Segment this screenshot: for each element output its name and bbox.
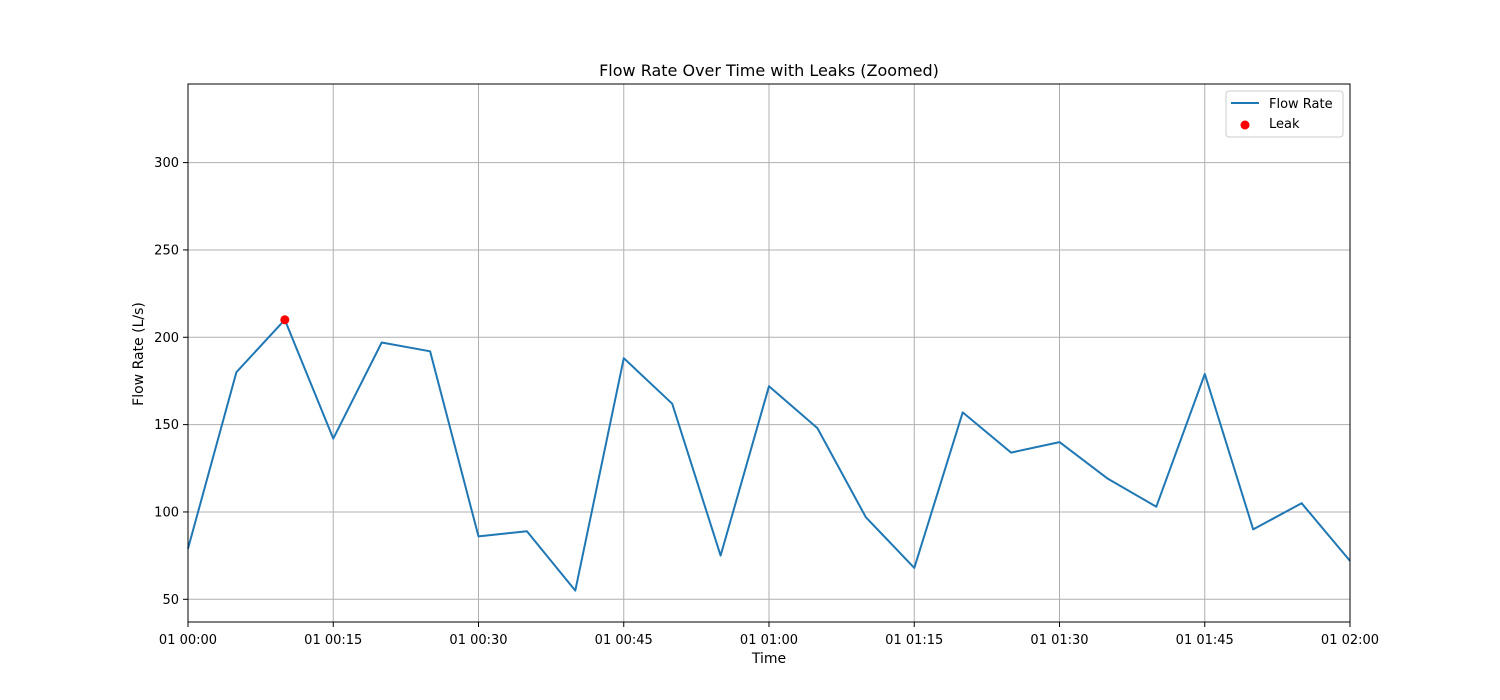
y-tick-label: 200 bbox=[154, 331, 179, 346]
x-axis-label: Time bbox=[751, 651, 786, 667]
chart-title: Flow Rate Over Time with Leaks (Zoomed) bbox=[599, 61, 939, 80]
legend-leak-label: Leak bbox=[1269, 117, 1300, 132]
x-tick-label: 01 00:00 bbox=[159, 633, 217, 648]
legend-flow-rate-label: Flow Rate bbox=[1269, 97, 1333, 112]
leak-point bbox=[280, 315, 290, 325]
x-tick-label: 01 01:15 bbox=[885, 633, 943, 648]
y-tick-label: 100 bbox=[154, 505, 179, 520]
x-tick-label: 01 00:45 bbox=[595, 633, 653, 648]
y-tick-label: 300 bbox=[154, 156, 179, 171]
x-tick-label: 01 00:30 bbox=[449, 633, 507, 648]
y-tick-label: 50 bbox=[162, 593, 179, 608]
y-axis-label: Flow Rate (L/s) bbox=[131, 302, 147, 406]
series-layer bbox=[187, 315, 1351, 592]
legend: Flow Rate Leak bbox=[1225, 90, 1344, 138]
flow-rate-line bbox=[187, 318, 1351, 592]
y-tick-label: 250 bbox=[154, 243, 179, 258]
x-tick-label: 01 00:15 bbox=[304, 633, 362, 648]
grid-layer bbox=[187, 84, 1351, 622]
tick-layer: 01 00:00 01 00:15 01 00:30 01 00:45 01 01:00… bbox=[154, 156, 1379, 648]
x-tick-label: 01 01:45 bbox=[1176, 633, 1234, 648]
x-tick-label: 01 01:00 bbox=[740, 633, 798, 648]
legend-dot-swatch bbox=[1240, 120, 1250, 130]
x-tick-label: 01 01:30 bbox=[1030, 633, 1088, 648]
x-tick-label: 01 02:00 bbox=[1321, 633, 1379, 648]
y-tick-label: 150 bbox=[154, 418, 179, 433]
